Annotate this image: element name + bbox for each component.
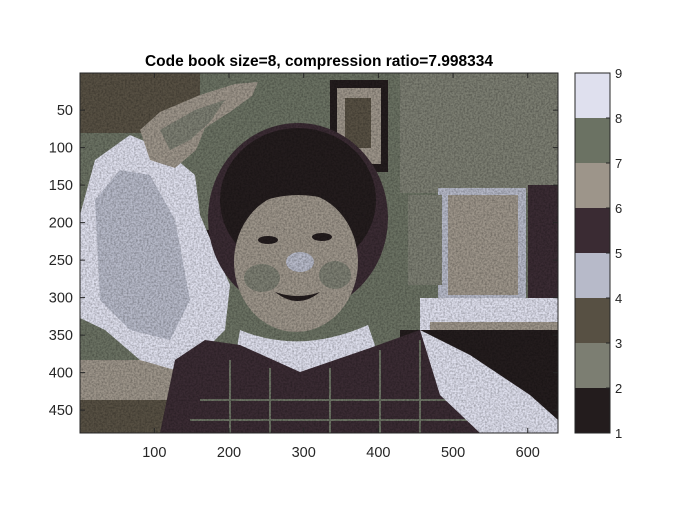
x-tick-label: 400 — [366, 445, 390, 461]
colorbar-tick-label: 7 — [615, 156, 622, 171]
colorbar-tick-label: 9 — [615, 66, 622, 81]
y-axis-ticks: 50 100 150 200 250 300 350 400 450 — [49, 103, 558, 419]
y-tick-label: 50 — [57, 103, 73, 119]
quantized-image — [80, 73, 558, 433]
x-axis-ticks: 100 200 300 400 500 600 — [142, 73, 540, 461]
y-tick-label: 100 — [49, 141, 73, 157]
colorbar-tick-label: 1 — [615, 426, 622, 441]
y-tick-label: 450 — [49, 403, 73, 419]
colorbar-level-4 — [575, 253, 610, 298]
colorbar-level-3 — [575, 298, 610, 343]
x-tick-label: 500 — [441, 445, 465, 461]
y-tick-label: 350 — [49, 328, 73, 344]
x-tick-label: 200 — [217, 445, 241, 461]
colorbar — [575, 73, 610, 433]
colorbar-level-5 — [575, 208, 610, 253]
y-tick-label: 300 — [49, 291, 73, 307]
x-tick-label: 600 — [516, 445, 540, 461]
colorbar-level-8 — [575, 73, 610, 118]
x-tick-label: 100 — [142, 445, 166, 461]
dither-texture — [80, 73, 558, 433]
colorbar-tick-label: 2 — [615, 381, 622, 396]
y-tick-label: 250 — [49, 253, 73, 269]
x-tick-label: 300 — [292, 445, 316, 461]
colorbar-tick-label: 3 — [615, 336, 622, 351]
colorbar-tick-label: 8 — [615, 111, 622, 126]
axes-frame — [79, 72, 559, 434]
colorbar-tick-label: 5 — [615, 246, 622, 261]
y-tick-label: 200 — [49, 216, 73, 232]
colorbar-ticks: 1 2 3 4 5 6 7 8 9 — [606, 66, 622, 441]
colorbar-tick-label: 4 — [615, 291, 622, 306]
colorbar-level-2 — [575, 343, 610, 388]
colorbar-level-7 — [575, 118, 610, 163]
y-tick-label: 150 — [49, 178, 73, 194]
colorbar-tick-label: 6 — [615, 201, 622, 216]
colorbar-level-6 — [575, 163, 610, 208]
y-tick-label: 400 — [49, 366, 73, 382]
colorbar-level-1 — [575, 388, 610, 433]
chart-title: Code book size=8, compression ratio=7.99… — [145, 53, 493, 70]
